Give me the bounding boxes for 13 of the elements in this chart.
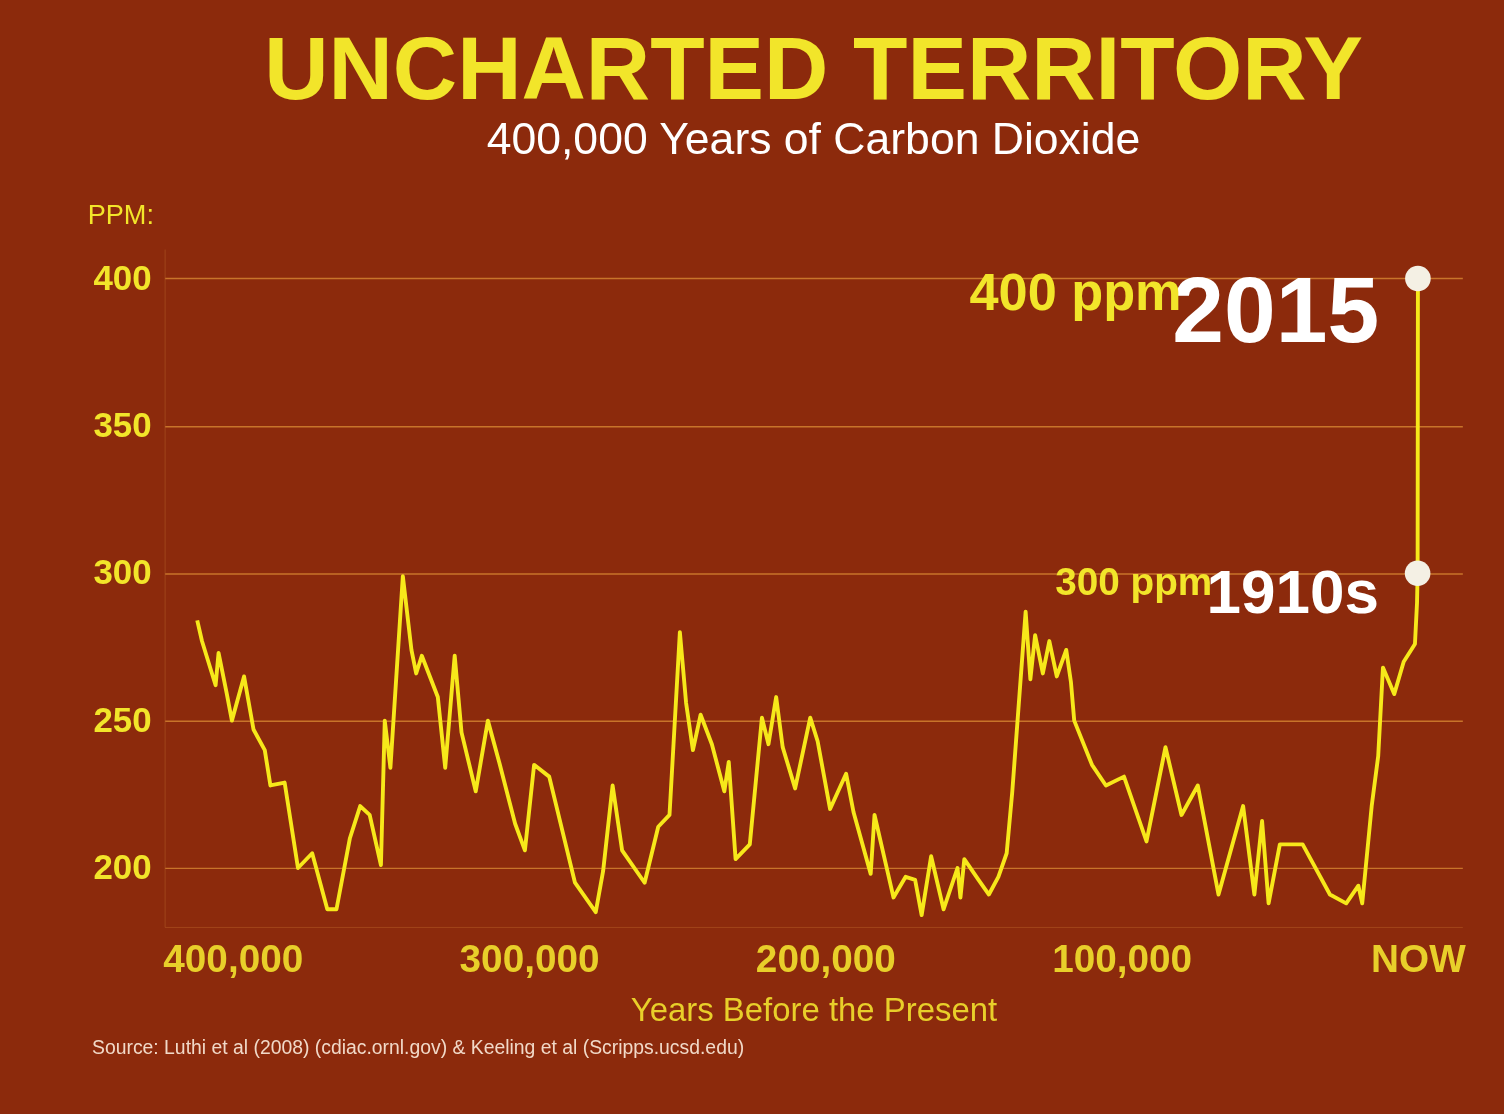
x-tick-label: NOW — [1371, 936, 1467, 980]
x-tick-label: 300,000 — [459, 936, 600, 980]
y-tick-label: 200 — [93, 847, 152, 887]
x-tick-label: 100,000 — [1052, 936, 1193, 980]
x-axis-title: Years Before the Present — [630, 991, 998, 1029]
x-tick-label: 400,000 — [163, 936, 304, 980]
y-tick-label: 400 — [93, 257, 152, 297]
y-tick-label: 250 — [93, 699, 152, 739]
y-tick-label: 350 — [93, 405, 152, 445]
y-tick-label: 300 — [93, 552, 152, 592]
source-note: Source: Luthi et al (2008) (cdiac.ornl.gov) & Keeling et al (Scripps.ucsd.edu) — [92, 1035, 745, 1058]
x-tick-label: 200,000 — [755, 936, 896, 980]
y-axis-title: PPM: — [87, 199, 154, 231]
